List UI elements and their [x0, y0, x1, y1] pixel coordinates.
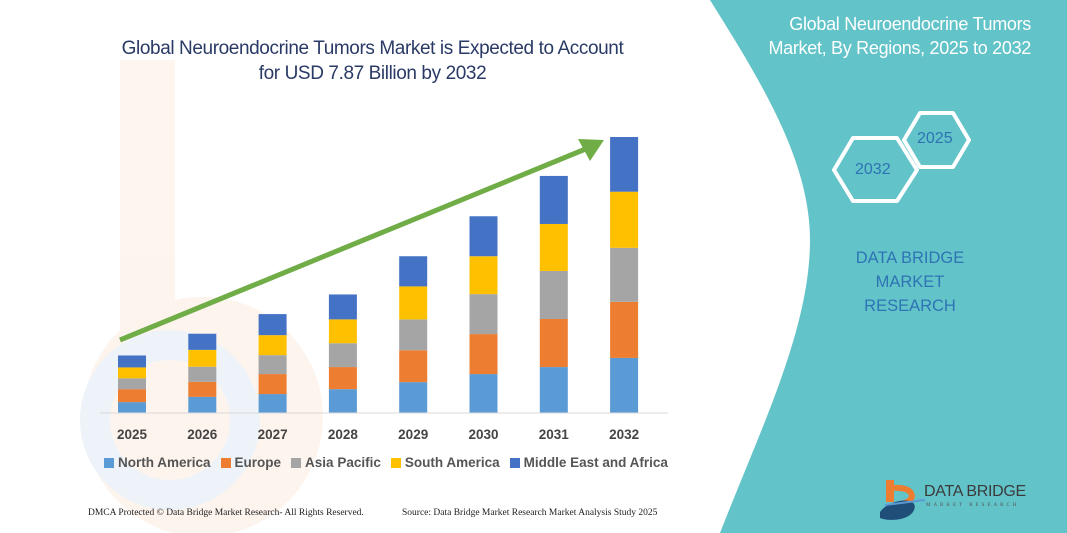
logo-subtext: MARKET RESEARCH — [926, 503, 1020, 508]
logo-text: DATA BRIDGE — [924, 483, 1026, 500]
bar-segment-asia-pacific-2026 — [188, 366, 217, 382]
footer-copyright: DMCA Protected © Data Bridge Market Rese… — [88, 508, 364, 518]
bar-segment-north-america-2032 — [610, 357, 639, 413]
legend-swatch — [509, 457, 520, 468]
bar-segment-north-america-2027 — [258, 394, 287, 413]
x-tick-label: 2031 — [539, 427, 570, 442]
bar-segment-asia-pacific-2030 — [469, 294, 498, 335]
chart-legend: North America Europe Asia Pacific South Ame… — [104, 455, 668, 470]
bar-segment-south-america-2029 — [399, 286, 428, 320]
legend-swatch — [291, 457, 302, 468]
bar-segment-asia-pacific-2025 — [118, 378, 146, 390]
bar-segment-europe-2028 — [328, 367, 357, 390]
side-panel-background — [710, 0, 1067, 533]
stacked-bar-chart: 2025 2026 2027 2028 2029 2030 2031 2032 — [100, 137, 668, 442]
legend-swatch — [390, 457, 401, 468]
bar-segment-middle-east-and-africa-2031 — [539, 175, 568, 224]
bar-segment-europe-2029 — [399, 350, 428, 383]
x-tick-label: 2029 — [398, 427, 428, 442]
bar-segment-south-america-2030 — [469, 256, 498, 295]
bar-segment-asia-pacific-2029 — [399, 319, 428, 351]
legend-label: Europe — [234, 455, 282, 470]
bar-segment-middle-east-and-africa-2029 — [399, 256, 428, 287]
company-name-line2: RESEARCH — [864, 297, 956, 315]
bar-segment-north-america-2028 — [328, 389, 357, 413]
bar-segment-asia-pacific-2032 — [610, 247, 639, 302]
bar-segment-north-america-2030 — [469, 374, 498, 413]
bar-segment-asia-pacific-2028 — [328, 343, 357, 368]
x-tick-label: 2030 — [468, 427, 498, 442]
x-tick-label: 2028 — [328, 427, 359, 442]
bar-segment-north-america-2026 — [188, 396, 217, 413]
legend-item: South America — [390, 455, 500, 470]
bar-segment-south-america-2026 — [188, 349, 217, 367]
hex-2025-label: 2025 — [917, 130, 953, 147]
legend-label: Asia Pacific — [305, 455, 381, 470]
hex-2032-label: 2032 — [855, 161, 891, 178]
bar-segment-europe-2032 — [610, 301, 639, 358]
bar-segment-middle-east-and-africa-2027 — [258, 314, 287, 336]
trend-arrow-line — [119, 145, 589, 343]
bar-segment-middle-east-and-africa-2032 — [610, 137, 639, 192]
bar-segment-south-america-2032 — [610, 191, 639, 248]
trend-arrow-head — [578, 139, 604, 161]
side-panel-title-line2: Market, By Regions, 2025 to 2032 — [768, 38, 1031, 58]
x-tick-label: 2025 — [117, 427, 148, 442]
bar-segment-north-america-2029 — [399, 382, 428, 413]
hex-2025 — [902, 111, 971, 169]
legend-swatch — [104, 457, 114, 468]
bar-segment-europe-2031 — [539, 319, 568, 368]
legend-item: Middle East and Africa — [509, 455, 668, 470]
legend-label: North America — [118, 455, 211, 470]
bar-segment-south-america-2027 — [258, 335, 287, 356]
company-name: DATA BRIDGE MARKET RESEARCH — [820, 246, 1000, 318]
legend-swatch — [220, 457, 231, 468]
side-panel-title: Global Neuroendocrine Tumors Market, By … — [711, 12, 1031, 60]
x-tick-label: 2026 — [187, 427, 218, 442]
x-tick-label: 2027 — [258, 427, 288, 442]
legend-item: Asia Pacific — [291, 455, 381, 470]
logo-icon — [880, 480, 926, 520]
bar-segment-south-america-2025 — [118, 367, 146, 379]
side-panel-title-line1: Global Neuroendocrine Tumors — [789, 14, 1031, 34]
bar-segment-south-america-2031 — [539, 223, 568, 271]
bar-segment-europe-2030 — [469, 334, 498, 375]
bar-segment-north-america-2025 — [118, 402, 146, 413]
chart-title-line1: Global Neuroendocrine Tumors Market is E… — [121, 38, 624, 59]
bar-segment-europe-2025 — [118, 389, 146, 403]
bar-segment-europe-2026 — [188, 381, 217, 397]
watermark — [80, 60, 323, 533]
x-tick-label: 2032 — [609, 427, 639, 442]
legend-label: South America — [404, 455, 500, 470]
bar-segment-europe-2027 — [258, 374, 287, 395]
bar-segment-middle-east-and-africa-2025 — [118, 355, 146, 368]
legend-item: Europe — [220, 455, 282, 470]
bar-segment-middle-east-and-africa-2028 — [328, 294, 357, 320]
legend-label: Middle East and Africa — [523, 455, 668, 470]
legend-item: North America — [104, 455, 211, 470]
hex-2032 — [832, 136, 919, 203]
footer-source: Source: Data Bridge Market Research Mark… — [402, 508, 658, 518]
bar-segment-middle-east-and-africa-2030 — [469, 216, 498, 257]
bar-segment-north-america-2031 — [539, 367, 568, 413]
bar-segment-south-america-2028 — [328, 319, 357, 344]
bar-segment-asia-pacific-2031 — [539, 270, 568, 320]
bar-segment-asia-pacific-2027 — [258, 355, 287, 375]
chart-title-line2: for USD 7.87 Billion by 2032 — [258, 63, 487, 84]
company-name-line1: DATA BRIDGE MARKET — [855, 249, 965, 291]
bar-segment-middle-east-and-africa-2026 — [188, 333, 217, 350]
